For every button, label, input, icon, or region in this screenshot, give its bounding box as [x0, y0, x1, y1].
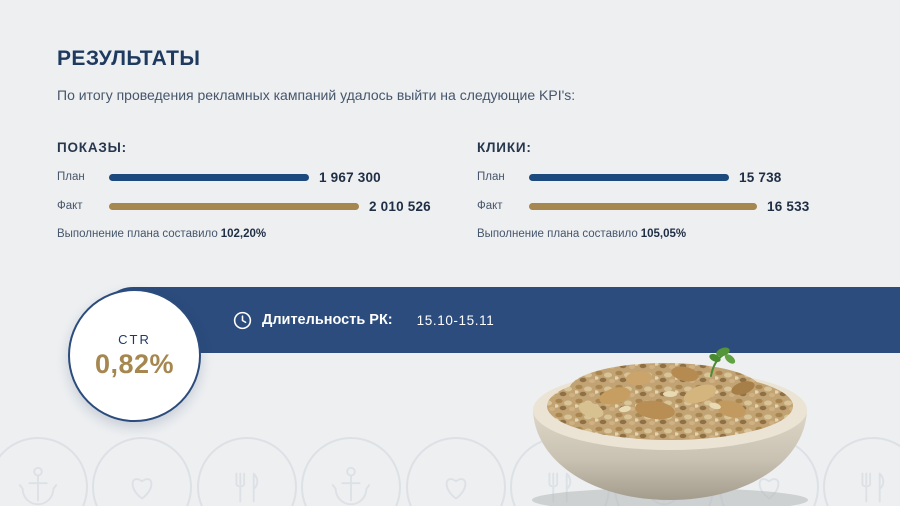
duration-label: Длительность РК:	[262, 312, 393, 328]
summary-value: 102,20%	[220, 228, 267, 240]
summary-text: Выполнение плана составило	[477, 228, 638, 240]
anchor-icon	[0, 437, 88, 506]
fact-value: 2 010 526	[369, 198, 431, 214]
impressions-plan-row: План 1 967 300	[57, 169, 462, 185]
ctr-badge: CTR 0,82%	[68, 289, 201, 422]
plan-label: План	[477, 171, 505, 183]
fact-label: Факт	[57, 200, 83, 212]
kpi-impressions-heading: ПОКАЗЫ:	[57, 140, 127, 155]
summary-text: Выполнение плана составило	[57, 228, 218, 240]
fact-bar	[529, 202, 757, 210]
ctr-value: 0,82%	[94, 348, 175, 379]
plan-value: 15 738	[739, 169, 782, 185]
clock-icon	[233, 311, 252, 329]
kpi-clicks-heading: КЛИКИ:	[477, 140, 532, 155]
impressions-fact-row: Факт 2 010 526	[57, 198, 462, 214]
clicks-plan-row: План 15 738	[477, 169, 882, 185]
duration-value: 15.10-15.11	[416, 312, 495, 328]
utensils-icon	[196, 437, 297, 506]
utensils-icon	[823, 437, 900, 506]
summary-value: 105,05%	[640, 228, 687, 240]
page-subtitle: По итогу проведения рекламных кампаний у…	[57, 87, 576, 103]
campaign-duration-banner: Длительность РК: 15.10-15.11	[100, 287, 900, 353]
plan-bar	[529, 173, 729, 181]
ctr-label: CTR	[118, 331, 151, 347]
anchor-icon	[301, 437, 402, 506]
fact-value: 16 533	[767, 198, 810, 214]
plan-value: 1 967 300	[319, 169, 381, 185]
fact-label: Факт	[477, 200, 503, 212]
fact-bar	[109, 202, 359, 210]
plan-bar	[109, 173, 309, 181]
heart-icon	[405, 437, 506, 506]
kpi-clicks-block: КЛИКИ: План 15 738 Факт 16 533 Выполнени…	[477, 140, 882, 240]
plan-label: План	[57, 171, 85, 183]
clicks-fact-row: Факт 16 533	[477, 198, 882, 214]
heart-icon	[92, 437, 193, 506]
page-title: РЕЗУЛЬТАТЫ	[57, 47, 201, 70]
food-bowl-photo	[515, 314, 825, 506]
plan-completion-note: Выполнение плана составило 105,05%	[477, 228, 882, 240]
kpi-impressions-block: ПОКАЗЫ: План 1 967 300 Факт 2 010 526 Вы…	[57, 140, 462, 240]
plan-completion-note: Выполнение плана составило 102,20%	[57, 228, 462, 240]
